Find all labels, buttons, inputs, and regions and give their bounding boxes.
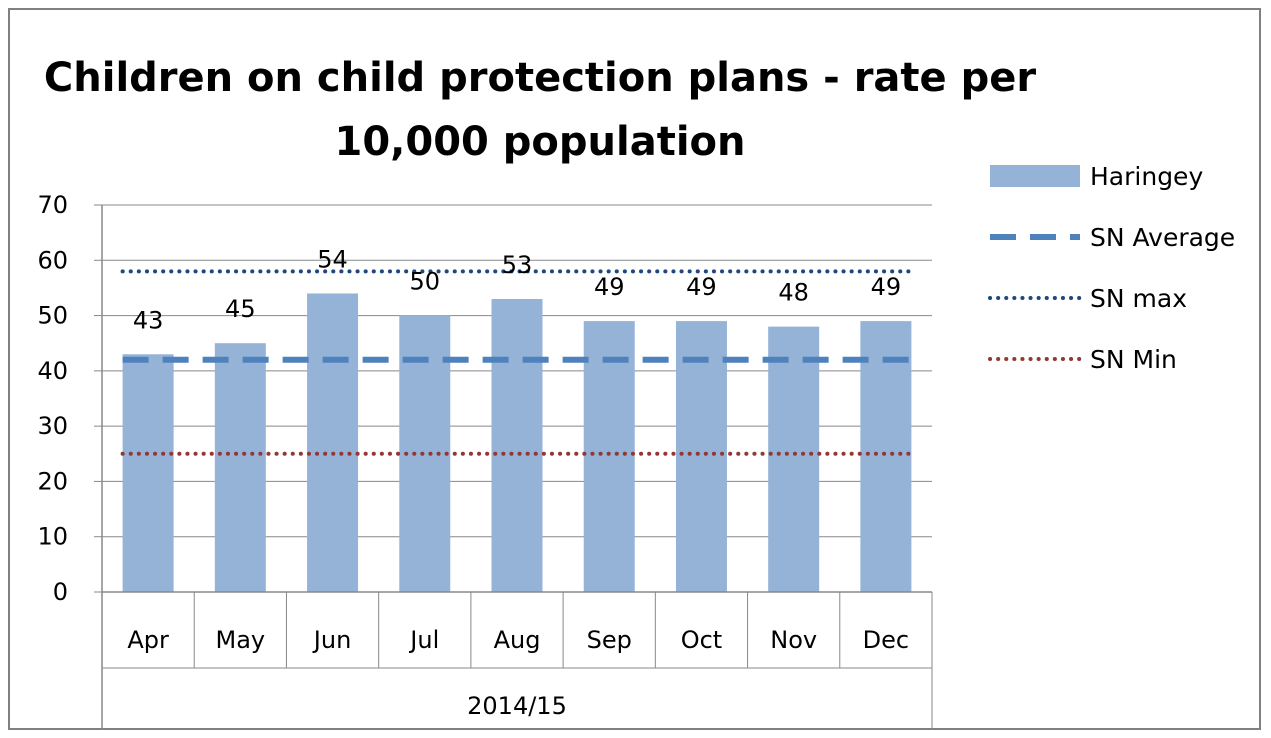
x-tick-label-nov: Nov (770, 626, 817, 654)
bar-jun (307, 293, 359, 592)
y-tick-label: 0 (53, 578, 68, 606)
legend-label-haringey: Haringey (1090, 162, 1203, 191)
data-label-nov: 48 (778, 279, 809, 307)
x-tick-label-oct: Oct (681, 626, 723, 654)
bar-nov (768, 326, 820, 592)
x-tick-label-jun: Jun (312, 626, 352, 654)
bar-dec (860, 321, 912, 592)
bar-apr (122, 354, 174, 592)
bar-aug (491, 298, 543, 592)
bar-may (214, 343, 266, 592)
y-tick-label: 40 (37, 357, 68, 385)
x-tick-label-may: May (216, 626, 266, 654)
x-tick-label-jul: Jul (408, 626, 439, 654)
x-group-label: 2014/15 (467, 692, 567, 720)
data-label-oct: 49 (686, 273, 717, 301)
legend-label-sn-min: SN Min (1090, 345, 1177, 374)
chart-title: Children on child protection plans - rat… (43, 55, 1037, 165)
legend-label-sn-average: SN Average (1090, 223, 1235, 252)
bars (122, 293, 912, 592)
data-label-jul: 50 (410, 268, 441, 296)
y-tick-label: 30 (37, 412, 68, 440)
data-label-jun: 54 (317, 245, 348, 273)
y-tick-label: 10 (37, 523, 68, 551)
legend: Haringey SN Average SN max SN Min (988, 162, 1235, 374)
data-label-apr: 43 (133, 306, 164, 334)
y-tick-label: 50 (37, 302, 68, 330)
legend-label-sn-max: SN max (1090, 284, 1187, 313)
y-tick-label: 20 (37, 467, 68, 495)
legend-swatch-haringey (990, 165, 1080, 187)
reference-lines (120, 269, 914, 456)
data-label-sep: 49 (594, 273, 625, 301)
x-tick-label-aug: Aug (494, 626, 541, 654)
y-tick-label: 60 (37, 246, 68, 274)
x-tick-label-dec: Dec (863, 626, 909, 654)
data-label-aug: 53 (502, 251, 533, 279)
x-tick-label-sep: Sep (587, 626, 632, 654)
y-tick-label: 70 (37, 191, 68, 219)
bar-sep (583, 321, 635, 592)
axes: 0 10 20 30 40 50 60 70 Apr May Jun Jul Aug Sep Oct Nov D… (37, 191, 933, 730)
data-label-may: 45 (225, 295, 256, 323)
bar-oct (675, 321, 727, 592)
data-label-dec: 49 (871, 273, 902, 301)
x-tick-label-apr: Apr (127, 626, 169, 654)
data-labels: 43 45 54 50 53 49 49 48 49 (133, 245, 901, 334)
